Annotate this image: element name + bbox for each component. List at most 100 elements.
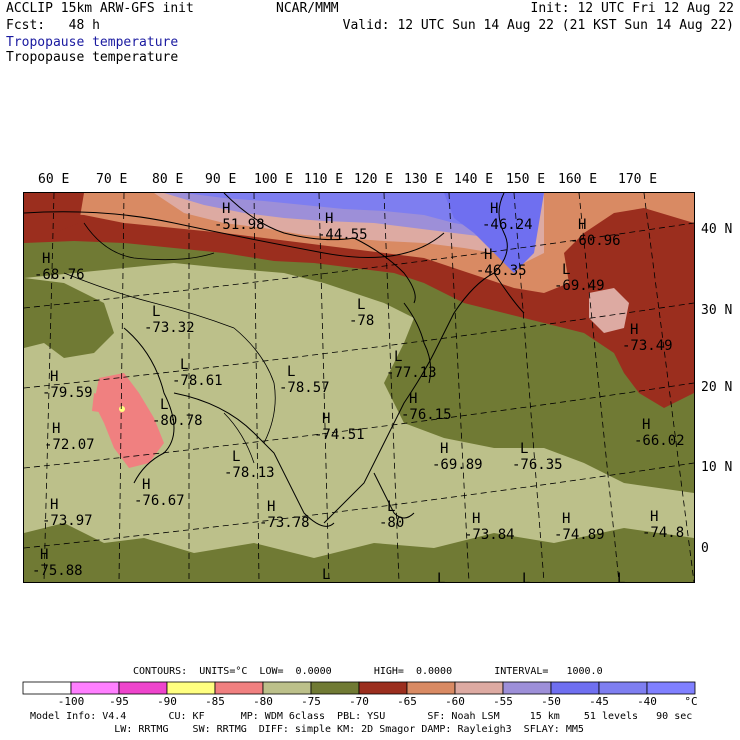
lat-label-0: 0 (701, 541, 709, 556)
marker-value: -72.07 (44, 437, 95, 453)
marker-symbol: H (630, 322, 638, 338)
marker-symbol: H (484, 247, 492, 263)
marker-value: -74.51 (314, 427, 365, 443)
center-name: NCAR/MMM (276, 1, 339, 16)
marker-value: -75.88 (32, 563, 83, 579)
colorbar-swatch (214, 681, 264, 695)
marker-symbol: L (522, 571, 530, 582)
marker-value: -79.59 (42, 385, 93, 401)
colorbar-label: -95 (109, 695, 129, 708)
marker-symbol: H (50, 369, 58, 385)
cold-spot-india-2 (92, 393, 109, 413)
marker-value: -78.61 (172, 373, 223, 389)
colorbar-label: -75 (301, 695, 321, 708)
marker-symbol: H (42, 251, 50, 267)
marker-symbol: L (160, 397, 168, 413)
marker-symbol: L (180, 357, 188, 373)
init-time: Init: 12 UTC Fri 12 Aug 22 (530, 1, 735, 16)
marker-value: -66.02 (634, 433, 685, 449)
lon-label-90e: 90 E (205, 172, 237, 187)
marker-value: -78.13 (224, 465, 275, 481)
marker-symbol: H (642, 417, 650, 433)
colorbar-label: -100 (57, 695, 85, 708)
coastlines (24, 193, 525, 527)
cold-spot-yellow (119, 406, 125, 412)
marker-symbol: H (322, 411, 330, 427)
map-svg: H-51.98 H-44.55H-46.24 H-60.96H-68.76H-46.… (24, 193, 694, 582)
marker-symbol: H (490, 201, 498, 217)
hl-markers: H-51.98 H-44.55H-46.24 H-60.96H-68.76H-46.… (32, 201, 685, 582)
marker-value: -44.55 (317, 227, 368, 243)
marker-value: -77.13 (386, 365, 437, 381)
marker-symbol: H (40, 547, 48, 563)
colorbar-swatch (550, 681, 600, 695)
marker-value: -46.35 (476, 263, 527, 279)
marker-symbol: L (322, 567, 330, 582)
colorbar-swatch (310, 681, 360, 695)
colorbar-swatch (22, 681, 72, 695)
lon-label-70e: 70 E (96, 172, 128, 187)
marker-value: -69.49 (554, 278, 605, 294)
marker-symbol: L (232, 449, 240, 465)
contour-info: CONTOURS: UNITS=°C LOW= 0.0000 HIGH= 0.0… (133, 666, 603, 677)
colorbar-label: -50 (541, 695, 561, 708)
colorbar-label: -65 (397, 695, 417, 708)
marker-symbol: H (440, 441, 448, 457)
marker-symbol: H (562, 511, 570, 527)
marker-symbol: H (50, 497, 58, 513)
colorbar-swatch (502, 681, 552, 695)
marker-symbol: H (325, 211, 333, 227)
colorbar-swatch (166, 681, 216, 695)
marker-value: -73.32 (144, 320, 195, 336)
graticule (24, 193, 694, 582)
field-name-primary: Tropopause temperature (6, 35, 179, 50)
marker-symbol: H (222, 201, 230, 217)
lon-label-110e: 110 E (304, 172, 344, 187)
model-title: ACCLIP 15km ARW-GFS init (6, 1, 194, 16)
field-name-secondary: Tropopause temperature (6, 50, 179, 65)
marker-value: -73.78 (259, 515, 310, 531)
band-west-red (24, 193, 84, 235)
lon-label-170e: 170 E (618, 172, 658, 187)
colorbar-label: -70 (349, 695, 369, 708)
model-info-line2: LW: RRTMG SW: RRTMG DIFF: simple KM: 2D … (30, 724, 584, 735)
marker-symbol: L (617, 571, 625, 582)
lon-label-150e: 150 E (506, 172, 546, 187)
colorbar-swatch (262, 681, 312, 695)
boundaries (63, 222, 276, 464)
band-minus50-40 (184, 193, 524, 233)
marker-symbol: H (142, 477, 150, 493)
marker-value: -76.67 (134, 493, 185, 509)
marker-symbol: H (472, 511, 480, 527)
colorbar-swatch (454, 681, 504, 695)
band-west-dark (24, 278, 114, 358)
marker-symbol: L (520, 441, 528, 457)
marker-symbol: L (152, 304, 160, 320)
band-pink-east (589, 288, 629, 333)
colorbar (22, 681, 696, 695)
colorbar-swatch (70, 681, 120, 695)
cold-spot-india (94, 373, 164, 468)
marker-value: -60.96 (570, 233, 621, 249)
colorbar-label: -90 (157, 695, 177, 708)
colorbar-label: -40 (637, 695, 657, 708)
marker-symbol: L (437, 571, 445, 582)
lat-label-20n: 20 N (701, 380, 733, 395)
map-panel: H -51.98 H -44.55 H -46.24 H -60.96 H -68.76 H -46.… (23, 192, 695, 583)
lat-label-10n: 10 N (701, 460, 733, 475)
colorbar-label: -85 (205, 695, 225, 708)
colorbar-label: °C (684, 695, 698, 708)
marker-symbol: H (52, 421, 60, 437)
marker-symbol: L (287, 364, 295, 380)
marker-value: -78 (349, 313, 374, 329)
lon-label-140e: 140 E (454, 172, 494, 187)
colorbar-swatch (646, 681, 696, 695)
marker-symbol: L (357, 297, 365, 313)
colorbar-swatch (118, 681, 168, 695)
lon-label-60e: 60 E (38, 172, 70, 187)
lat-label-30n: 30 N (701, 303, 733, 318)
colorbar-swatch (358, 681, 408, 695)
lon-label-160e: 160 E (558, 172, 598, 187)
marker-value: -78.57 (279, 380, 330, 396)
lon-label-120e: 120 E (354, 172, 394, 187)
